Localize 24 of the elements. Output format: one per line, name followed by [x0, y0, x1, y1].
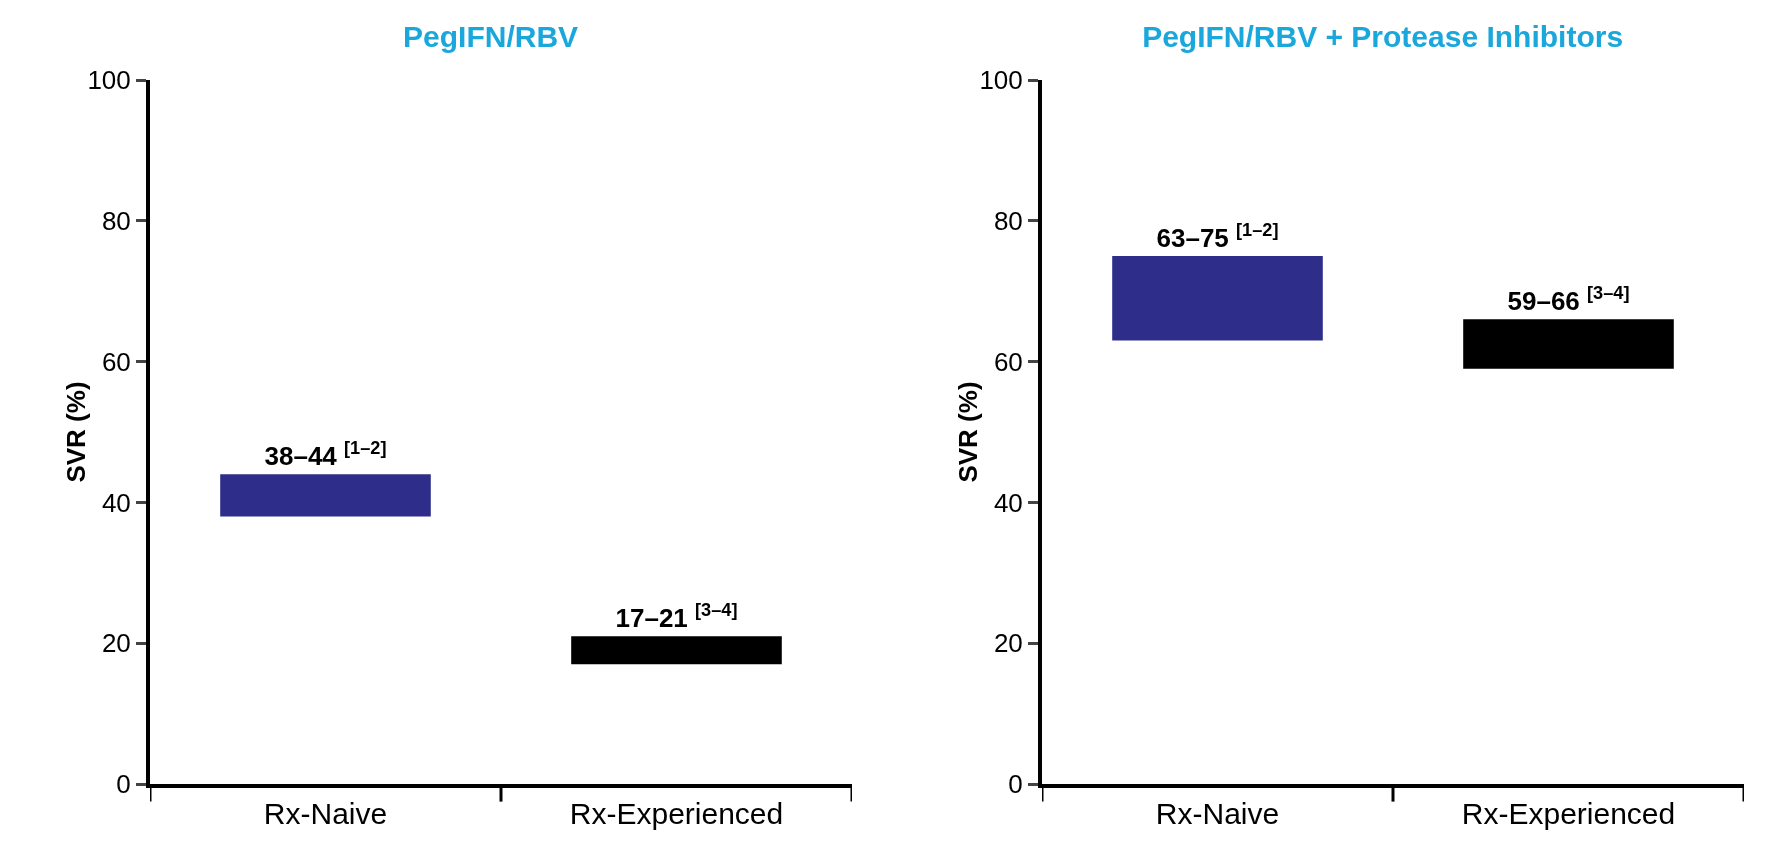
y-tick-label: 100 [979, 65, 1023, 96]
chart-title: PegIFN/RBV + Protease Inhibitors [1142, 19, 1624, 53]
chart-title: PegIFN/RBV [403, 19, 579, 53]
y-tick-label: 100 [87, 65, 131, 96]
x-tick-label: Rx-Naive [1155, 797, 1280, 830]
y-axis-title: SVR (%) [953, 381, 983, 483]
data-label: 17–21 $^{[3–4]}$ [615, 600, 738, 634]
y-tick-label: 80 [101, 205, 131, 236]
y-axis-title: SVR (%) [61, 381, 91, 483]
y-tick-label: 40 [101, 487, 131, 518]
y-tick-label: 0 [116, 769, 131, 800]
y-tick-label: 60 [993, 346, 1023, 377]
y-tick-label: 40 [993, 487, 1023, 518]
x-tick-label: Rx-Experienced [1461, 797, 1676, 830]
data-label: 59–66 $^{[3–4]}$ [1507, 283, 1630, 317]
y-tick-label: 80 [993, 205, 1023, 236]
y-tick-label: 0 [1008, 769, 1023, 800]
y-tick-label: 20 [993, 628, 1023, 659]
data-label: 63–75 $^{[1–2]}$ [1156, 220, 1279, 253]
x-tick-label: Rx-Experienced [569, 797, 784, 830]
y-tick-label: 60 [101, 346, 131, 377]
x-tick-label: Rx-Naive [263, 797, 388, 830]
y-tick-label: 20 [101, 628, 131, 659]
data-label: 38–44 $^{[1–2]}$ [264, 438, 387, 472]
